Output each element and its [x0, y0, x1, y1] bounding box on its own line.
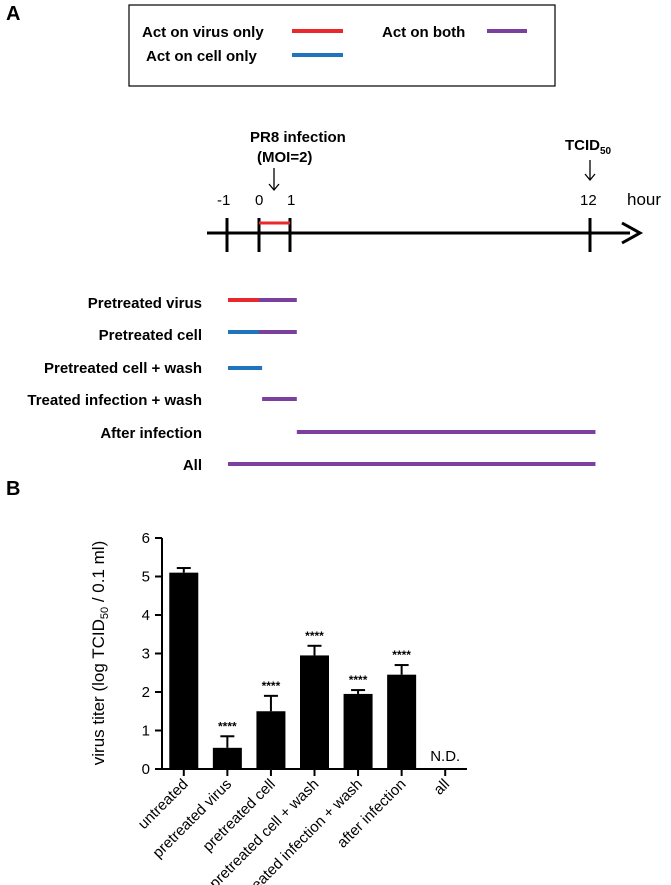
tick-label-12: 12 — [580, 192, 597, 209]
y-tick-label: 0 — [142, 761, 150, 778]
panel-a-label: A — [6, 3, 20, 25]
legend-box — [128, 4, 556, 87]
x-tick-label: pretreated virus — [149, 776, 235, 862]
treatment-label-after-infection: After infection — [100, 425, 202, 442]
significance-label: **** — [392, 648, 411, 662]
infection-label-line2: (MOI=2) — [257, 149, 312, 166]
legend-label-both: Act on both — [382, 24, 465, 41]
treatment-label-all: All — [183, 457, 202, 474]
tcid-arrow — [584, 160, 596, 182]
y-tick-label: 3 — [142, 646, 150, 663]
timeline-arrowhead — [621, 221, 644, 245]
treatment-label-pretreated-cell-wash: Pretreated cell + wash — [44, 360, 202, 377]
bar — [343, 693, 373, 769]
tcid-label: TCID50 — [565, 137, 612, 157]
significance-label: **** — [218, 719, 237, 733]
legend-label-cell-only: Act on cell only — [146, 48, 258, 65]
y-tick-label: 4 — [142, 607, 150, 624]
treatment-rows: Pretreated virus Pretreated cell Pretrea… — [27, 295, 596, 474]
timeline: PR8 infection (MOI=2) TCID50 -1 0 1 12 h… — [207, 129, 661, 252]
infection-arrow — [268, 168, 280, 192]
x-tick-label: all — [430, 776, 453, 799]
bar-chart: virus titer (log TCID50 / 0.1 ml) 0 1 2 3 4 5… — [89, 530, 467, 885]
treatment-label-pretreated-virus: Pretreated virus — [88, 295, 202, 312]
nd-label: N.D. — [430, 748, 460, 765]
bar — [300, 655, 329, 769]
tick-label-1: 1 — [287, 192, 295, 209]
y-tick-label: 2 — [142, 684, 150, 701]
tick-label-minus1: -1 — [217, 192, 230, 209]
panel-b-label: B — [6, 478, 20, 500]
treatment-label-pretreated-cell: Pretreated cell — [99, 327, 202, 344]
infection-label-line1: PR8 infection — [250, 129, 346, 146]
y-axis-label: virus titer (log TCID50 / 0.1 ml) — [89, 541, 111, 765]
legend-label-virus-only: Act on virus only — [142, 24, 264, 41]
treatment-label-treated-infection-wash: Treated infection + wash — [27, 392, 202, 409]
tick-label-0: 0 — [255, 192, 263, 209]
y-tick-label: 1 — [142, 723, 150, 740]
significance-label: **** — [262, 679, 281, 693]
significance-label: **** — [349, 673, 368, 687]
y-tick-label: 6 — [142, 530, 150, 547]
bar — [256, 711, 286, 769]
bar — [387, 674, 417, 769]
significance-label: **** — [305, 629, 324, 643]
hour-label: hour — [627, 190, 661, 209]
bar — [169, 572, 199, 769]
legend: Act on virus only Act on cell only Act o… — [128, 4, 556, 87]
bar — [212, 747, 242, 769]
y-tick-label: 5 — [142, 569, 150, 586]
